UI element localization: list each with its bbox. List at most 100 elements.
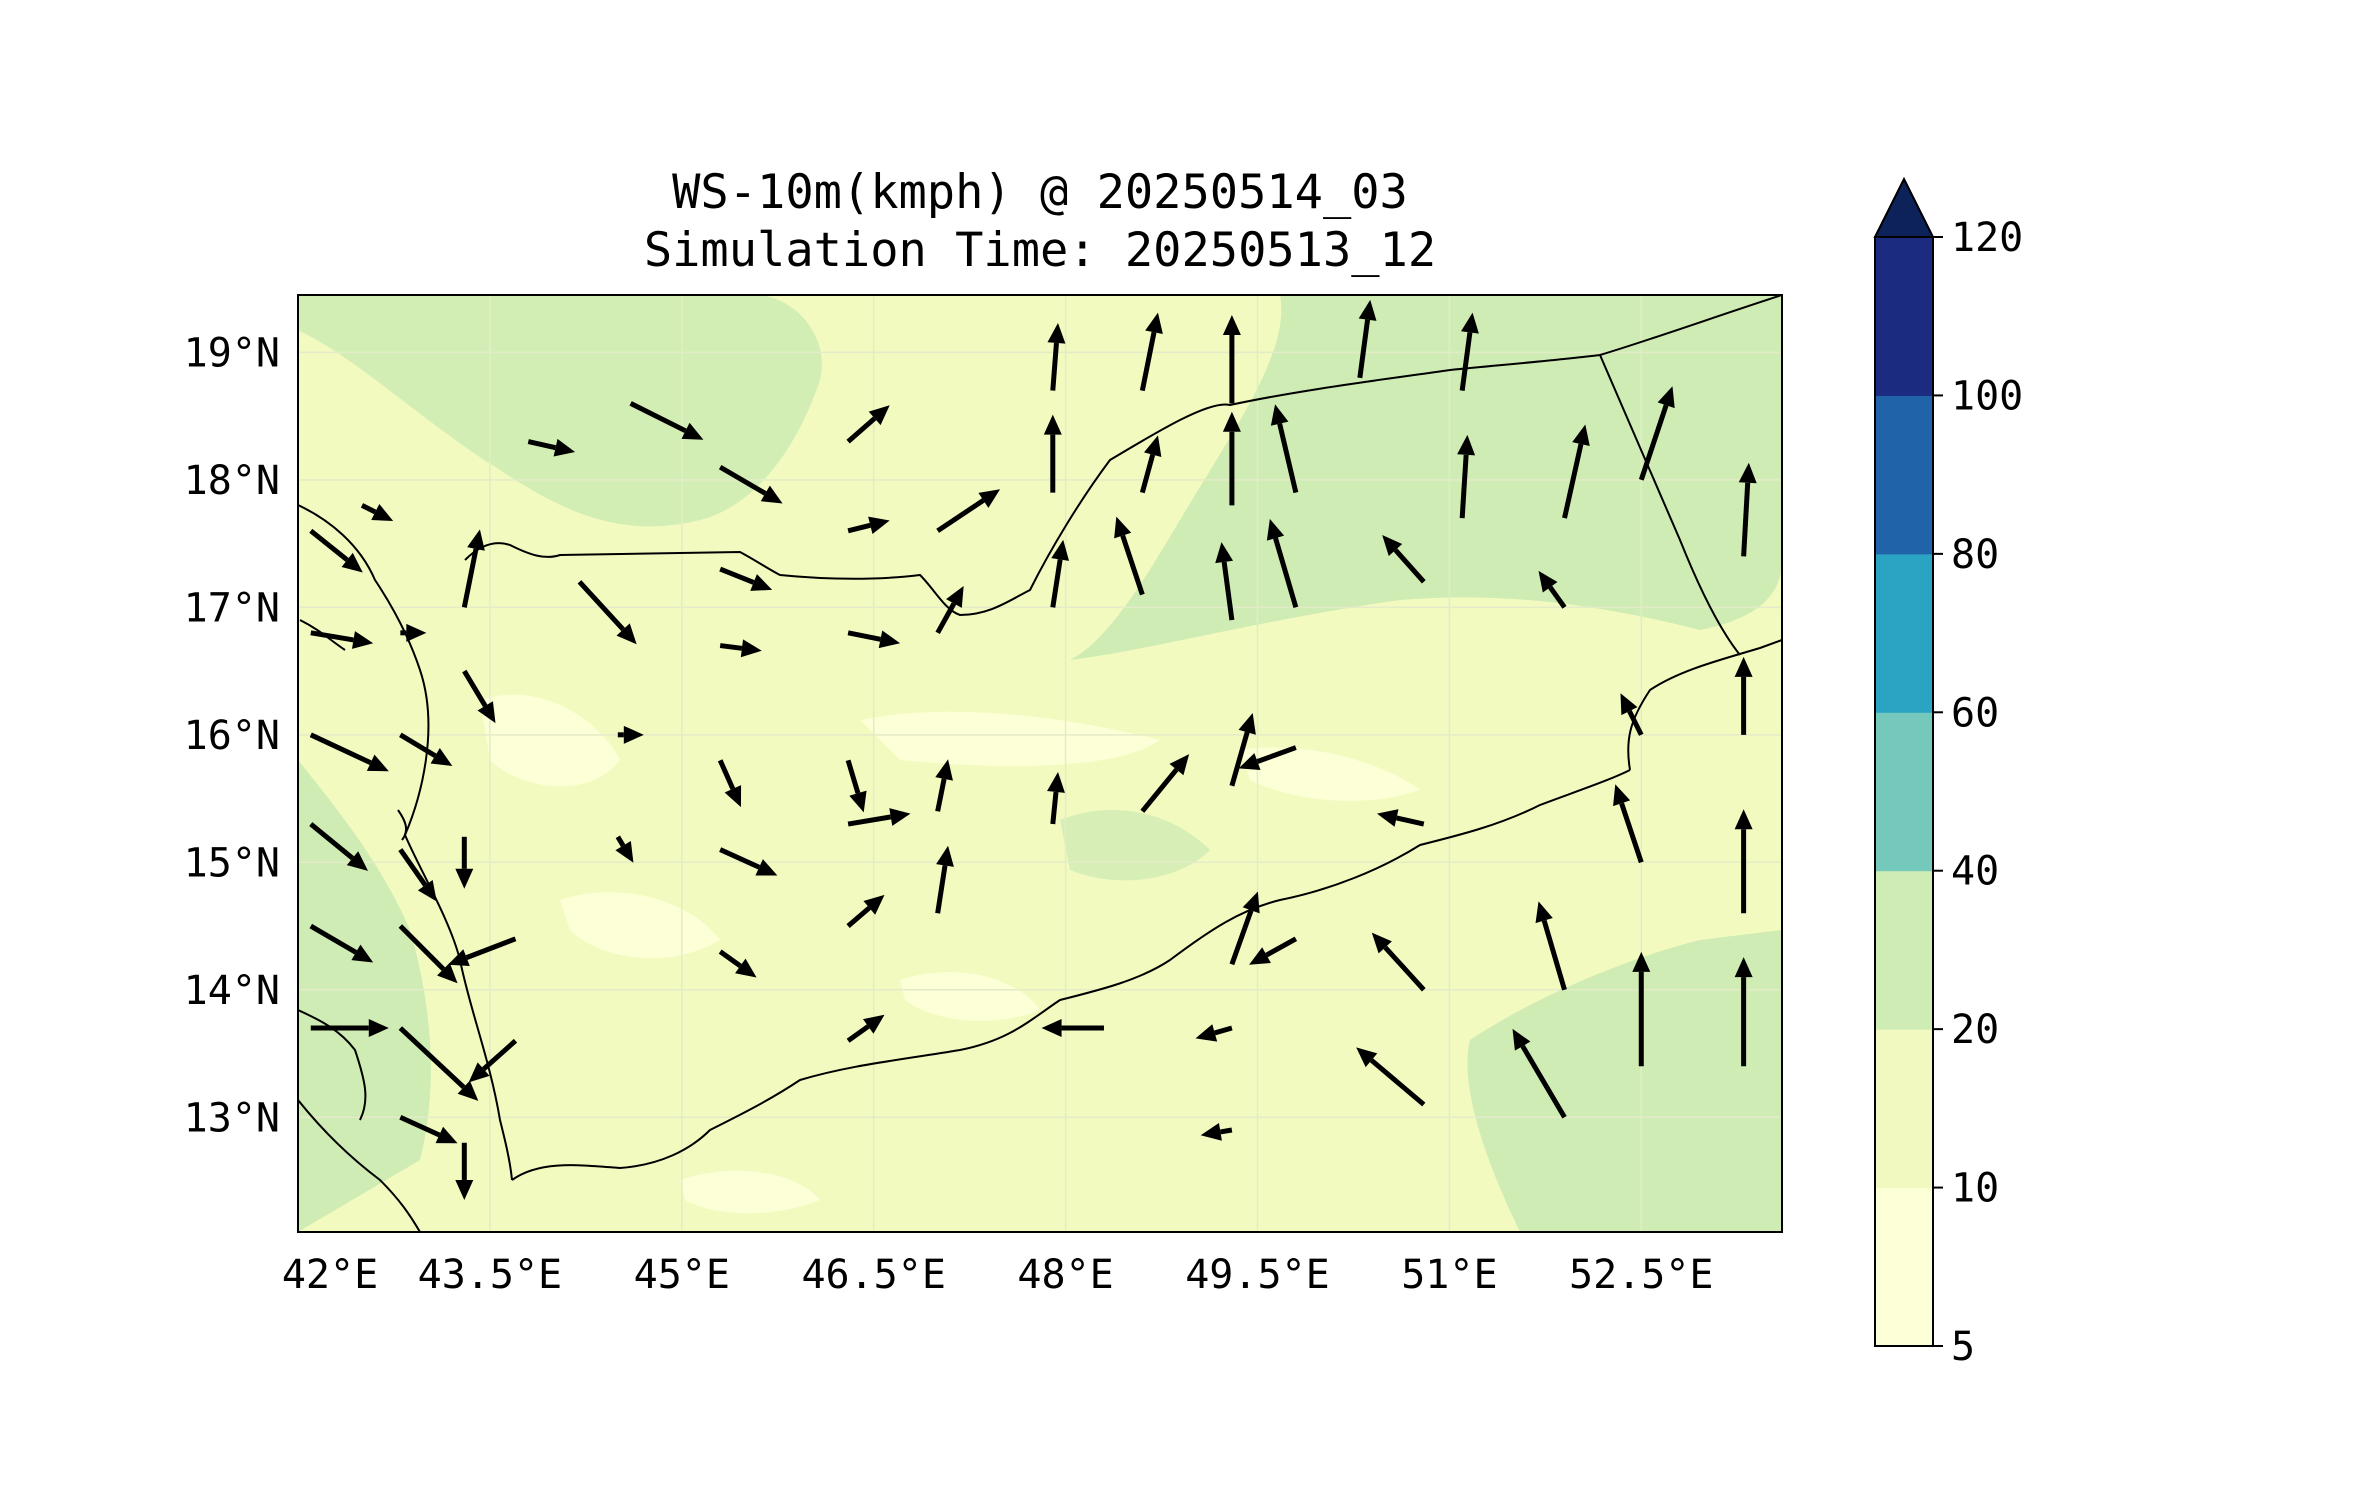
wind-vector-head (1143, 435, 1162, 458)
wind-vector-head (863, 894, 885, 915)
colorbar: 5 10 20 40 60 80 100 120 (1873, 176, 2023, 1370)
wind-vector-head (437, 962, 458, 984)
wind-vector-shaft (1214, 1025, 1233, 1036)
wind-vector-head (1222, 411, 1241, 432)
wind-vector-head (1382, 535, 1403, 556)
wind-vector-shaft (1139, 454, 1156, 494)
wind-vector (1266, 518, 1299, 609)
wind-vector-head (468, 1062, 490, 1083)
wind-vector-head (616, 623, 637, 645)
wind-vector-shaft (1459, 332, 1473, 391)
wind-vector (1200, 1123, 1233, 1141)
field-region-north-2 (1070, 295, 1782, 660)
wind-vector-shaft (1357, 319, 1371, 379)
wind-vector-head (1238, 713, 1256, 735)
wind-vector (847, 808, 911, 827)
wind-vector-head (750, 574, 773, 591)
wind-vector-shaft (1541, 919, 1567, 991)
wind-vector-head (417, 880, 437, 902)
wind-vector (847, 516, 890, 535)
wind-vector (309, 923, 374, 963)
wind-vector-head (430, 748, 453, 767)
wind-vector-shaft (846, 416, 877, 444)
wind-vector (309, 528, 363, 573)
wind-vector-head (868, 516, 890, 535)
wind-vector-shaft (398, 848, 428, 887)
wind-vector (846, 1014, 885, 1043)
wind-vector (1632, 951, 1651, 1067)
colorbar-segment (1875, 870, 1933, 1030)
wind-vector-shaft (1273, 537, 1299, 609)
wind-vector (1638, 386, 1675, 481)
wind-vector-shaft (398, 924, 446, 971)
wind-vector (845, 759, 867, 813)
wind-vector-head (467, 529, 485, 551)
wind-vector (1114, 516, 1145, 596)
wind-vector-shaft (310, 630, 354, 643)
wind-vector-shaft (1619, 802, 1644, 864)
wind-vector (1738, 462, 1757, 557)
lon-tick-label: 46.5°E (801, 1252, 946, 1298)
wind-vector (719, 847, 778, 876)
wind-speed-low (480, 694, 1420, 1214)
wind-vector-head (1270, 404, 1289, 426)
wind-vector-shaft (465, 936, 517, 960)
wind-vector-head (1200, 1123, 1222, 1141)
wind-vector (719, 639, 762, 658)
wind-vector (1382, 535, 1426, 584)
wind-vector-head (1734, 957, 1753, 978)
colorbar-segment (1875, 1029, 1933, 1189)
wind-vector-head (1145, 312, 1163, 334)
wind-vector (629, 401, 704, 440)
colorbar-label: 5 (1951, 1324, 1975, 1370)
wind-vector (399, 732, 453, 767)
wind-vector-head (1512, 1028, 1531, 1051)
map-panel (298, 295, 1782, 1232)
wind-vector-shaft (719, 847, 761, 870)
wind-vector-shaft (1627, 709, 1644, 736)
wind-vector-shaft (360, 503, 377, 515)
wind-vector (462, 669, 496, 724)
wind-vector-shaft (935, 602, 957, 635)
wind-vector-shaft (461, 548, 479, 608)
wind-vector-shaft (1120, 534, 1145, 596)
lat-tick-label: 18°N (184, 458, 280, 504)
wind-vector (1139, 435, 1162, 494)
wind-vector-shaft (718, 949, 742, 968)
wind-vector-head (1613, 784, 1631, 807)
wind-vector-head (868, 405, 890, 426)
wind-vector-shaft (1393, 548, 1426, 584)
wind-vector-shaft (935, 865, 948, 914)
wind-vector-head (735, 958, 757, 978)
colorbar-label: 40 (1951, 849, 1999, 895)
wind-vector (527, 438, 576, 457)
field-low-1 (480, 694, 620, 787)
wind-vector (1457, 434, 1476, 519)
wind-vector-head (1657, 386, 1675, 409)
wind-vector (455, 836, 474, 889)
wind-vector-head (1538, 570, 1558, 593)
wind-vector (309, 822, 368, 871)
wind-vector-shaft (1383, 945, 1426, 992)
wind-vector (310, 1019, 389, 1038)
wind-vector (1376, 809, 1425, 827)
wind-vector-head (1051, 539, 1070, 561)
wind-vector (717, 759, 742, 808)
wind-vector (1238, 745, 1297, 770)
wind-vector-shaft (1369, 1058, 1426, 1107)
field-low-4 (560, 892, 720, 959)
wind-vector-head (1041, 1019, 1062, 1038)
wind-vector-head (1738, 462, 1757, 484)
wind-vector-head (1734, 809, 1753, 830)
wind-vector-shaft (615, 835, 626, 847)
coastlines (298, 295, 1782, 1232)
plot-subtitle: Simulation Time: 20250513_12 (643, 223, 1437, 278)
island-kamaran (397, 809, 408, 841)
wind-vector-head (351, 631, 374, 649)
wind-vector-head (1047, 323, 1066, 344)
wind-vector-head (1535, 901, 1553, 924)
wind-vector-head (1114, 516, 1132, 539)
wind-vector (1734, 957, 1753, 1067)
wind-vector-shaft (1050, 791, 1059, 825)
wind-vector-shaft (935, 778, 947, 812)
